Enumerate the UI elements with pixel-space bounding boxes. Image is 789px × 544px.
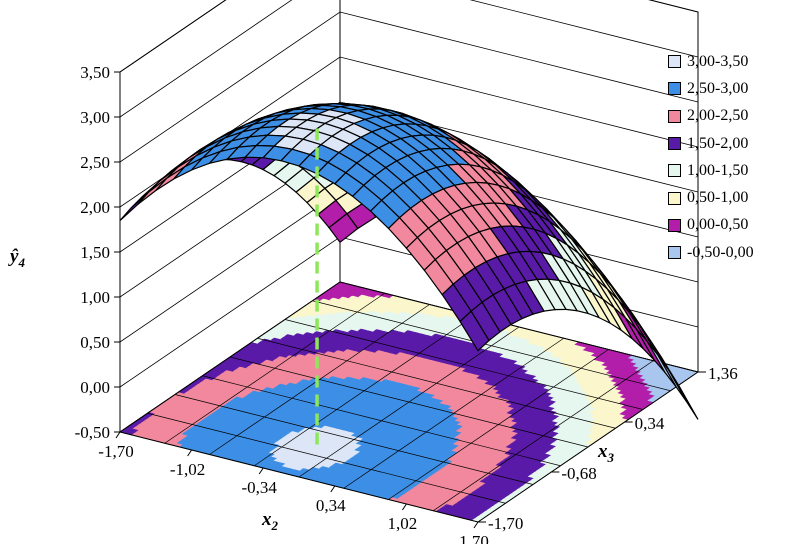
legend-label: 2,00-2,50 bbox=[687, 107, 749, 125]
x-tick-label: -1,70 bbox=[98, 442, 133, 461]
legend: 3,00-3,50 2,50-3,00 2,00-2,50 1,50-2,00 1,00… bbox=[668, 48, 786, 266]
x-tick-label: 1,02 bbox=[388, 514, 418, 533]
y-tick-label: -1,70 bbox=[488, 514, 523, 533]
gridline bbox=[119, 11, 699, 163]
legend-swatch bbox=[668, 55, 681, 69]
legend-label: 1,00-1,50 bbox=[687, 161, 749, 179]
gridline bbox=[119, 0, 699, 73]
z-tick-label: 0,00 bbox=[80, 378, 110, 397]
legend-swatch bbox=[668, 137, 681, 151]
legend-label: 2,50-3,00 bbox=[687, 79, 749, 97]
z-tick-label: 2,00 bbox=[80, 198, 110, 217]
legend-swatch bbox=[668, 82, 681, 96]
x-tick-mark bbox=[258, 467, 264, 475]
x-tick-mark bbox=[473, 521, 479, 529]
legend-swatch bbox=[668, 164, 681, 178]
legend-item: 1,50-2,00 bbox=[668, 130, 786, 157]
legend-label: 0,00-0,50 bbox=[687, 216, 749, 234]
x-tick-mark bbox=[330, 485, 336, 493]
z-tick-label: 3,50 bbox=[80, 63, 110, 82]
legend-label: 3,00-3,50 bbox=[687, 52, 749, 70]
x-axis-title: x2 bbox=[261, 509, 279, 533]
z-tick-label: 1,00 bbox=[80, 288, 110, 307]
legend-item: -0,50-0,00 bbox=[668, 239, 786, 266]
z-tick-label: 2,50 bbox=[80, 153, 110, 172]
z-tick-label: 0,50 bbox=[80, 333, 110, 352]
legend-item: 0,50-1,00 bbox=[668, 184, 786, 211]
gridline bbox=[119, 0, 699, 118]
legend-item: 0,00-0,50 bbox=[668, 212, 786, 239]
x-tick-mark bbox=[187, 449, 193, 457]
z-tick-label: 3,00 bbox=[80, 108, 110, 127]
legend-swatch bbox=[668, 109, 681, 123]
x-tick-label: -1,02 bbox=[170, 460, 205, 479]
x-tick-mark bbox=[115, 431, 121, 439]
legend-swatch bbox=[668, 246, 681, 260]
legend-swatch bbox=[668, 191, 681, 205]
y-tick-label: 0,34 bbox=[635, 414, 665, 433]
x-tick-label: 1,70 bbox=[459, 532, 489, 544]
x-tick-label: -0,34 bbox=[241, 478, 277, 497]
legend-item: 2,50-3,00 bbox=[668, 75, 786, 102]
legend-label: 0,50-1,00 bbox=[687, 189, 749, 207]
legend-item: 3,00-3,50 bbox=[668, 48, 786, 75]
z-tick-label: 1,50 bbox=[80, 243, 110, 262]
z-tick-label: -0,50 bbox=[75, 423, 110, 442]
x-tick-mark bbox=[401, 503, 407, 511]
contour-floor bbox=[118, 281, 700, 523]
x-tick-label: 0,34 bbox=[316, 496, 346, 515]
legend-item: 2,00-2,50 bbox=[668, 103, 786, 130]
y-axis-title: x3 bbox=[597, 441, 615, 465]
gridline bbox=[119, 101, 699, 253]
legend-swatch bbox=[668, 218, 681, 232]
legend-item: 1,00-1,50 bbox=[668, 157, 786, 184]
legend-label: 1,50-2,00 bbox=[687, 134, 749, 152]
y-tick-label: -0,68 bbox=[561, 464, 596, 483]
z-axis-title: ŷ4 bbox=[8, 246, 25, 270]
legend-label: -0,50-0,00 bbox=[687, 243, 754, 261]
y-tick-label: 1,36 bbox=[708, 364, 738, 383]
